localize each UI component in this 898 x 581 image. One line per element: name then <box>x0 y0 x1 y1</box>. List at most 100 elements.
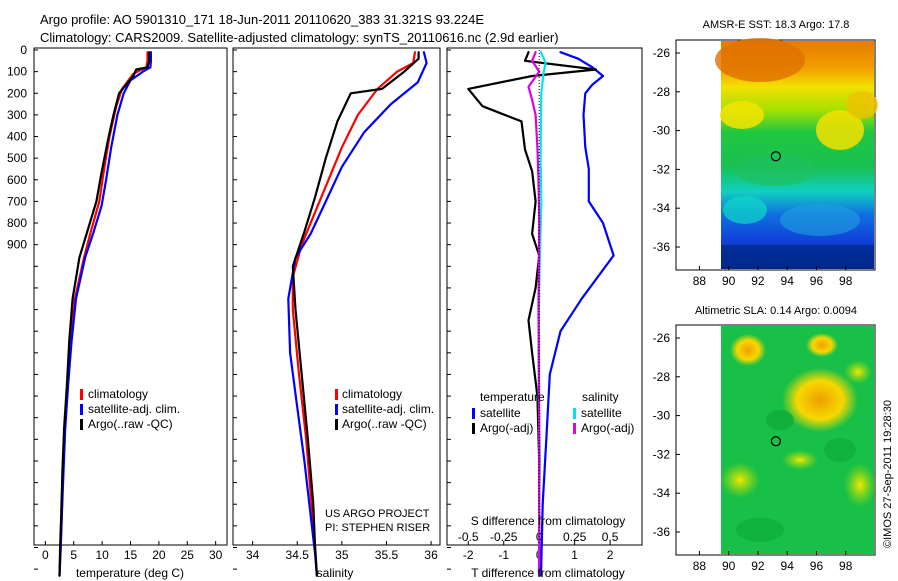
depth-tick-label: 600 <box>7 173 27 187</box>
lon-tick-label: 90 <box>722 559 736 573</box>
difference-xlabel: T difference from climatology <box>471 566 625 580</box>
salinity-xlabel: salinity <box>317 566 354 580</box>
lat-tick-label: -30 <box>653 124 671 138</box>
legend-swatch <box>335 404 338 415</box>
series-line <box>291 51 420 577</box>
legend-label: satellite <box>480 406 521 420</box>
salinity-x-ticks: 34 34.5 35 35.5 36 <box>246 541 438 562</box>
legend-swatch <box>335 389 338 400</box>
lat-tick-label: -36 <box>653 525 671 539</box>
x-tick-label: 1 <box>571 548 578 562</box>
legend-swatch <box>573 408 576 419</box>
lat-tick-label: -30 <box>653 409 671 423</box>
legend-title-temperature: temperature <box>480 390 545 404</box>
x-tick-label: 30 <box>209 548 223 562</box>
pi-note: PI: STEPHEN RISER <box>325 522 430 534</box>
series-line <box>467 51 598 577</box>
lon-tick-label: 94 <box>781 274 795 288</box>
legend-label: Argo(-adj) <box>581 421 634 435</box>
difference-y-ticks <box>447 49 451 570</box>
salinity-series <box>287 51 428 577</box>
x-tick-label: 35.5 <box>375 548 399 562</box>
legend-label: Argo(..raw -QC) <box>342 417 427 431</box>
lat-tick-label: -32 <box>653 162 671 176</box>
lat-tick-label: -32 <box>653 447 671 461</box>
depth-tick-label: 400 <box>7 130 27 144</box>
lat-tick-label: -28 <box>653 370 671 384</box>
legend-label: climatology <box>88 387 148 401</box>
sst-map: AMSR-E SST: 18.3 Argo: 17.8 88 90 92 94 96 98… <box>653 19 878 288</box>
legend-title-salinity: salinity <box>582 390 619 404</box>
lon-tick-label: 98 <box>839 559 853 573</box>
salinity-y-ticks <box>233 49 237 570</box>
series-line <box>539 51 615 577</box>
legend-swatch <box>573 423 576 434</box>
legend-swatch <box>80 419 83 430</box>
series-line <box>58 51 149 577</box>
series-line <box>527 51 541 577</box>
depth-tick-label: 200 <box>7 86 27 100</box>
x-tick-label: -2 <box>463 548 474 562</box>
x-tick-label: 20 <box>152 548 166 562</box>
s-tick-label: -0.5 <box>458 530 479 544</box>
lon-tick-label: 88 <box>693 274 707 288</box>
sst-map-title: AMSR-E SST: 18.3 Argo: 17.8 <box>703 19 850 31</box>
legend-label: Argo(..raw -QC) <box>88 417 173 431</box>
lon-tick-label: 88 <box>693 559 707 573</box>
x-tick-label: 15 <box>124 548 138 562</box>
legend-swatch <box>80 404 83 415</box>
depth-tick-label: 300 <box>7 108 27 122</box>
legend-swatch <box>335 419 338 430</box>
lat-tick-label: -34 <box>653 486 671 500</box>
legend-swatch <box>472 423 475 434</box>
sst-color-field <box>715 38 878 269</box>
x-tick-label: 25 <box>181 548 195 562</box>
lat-tick-label: -36 <box>653 240 671 254</box>
lon-tick-label: 92 <box>751 274 765 288</box>
legend-swatch <box>80 389 83 400</box>
sla-map: Altimetric SLA: 0.14 Argo: 0.0094 88 90 92… <box>653 305 876 573</box>
depth-tick-label: 700 <box>7 194 27 208</box>
legend-label: climatology <box>342 387 402 401</box>
x-tick-label: 35 <box>335 548 349 562</box>
lon-tick-label: 90 <box>722 274 736 288</box>
project-note: US ARGO PROJECT <box>325 508 430 520</box>
sst-argo-position-marker <box>770 151 781 162</box>
sla-color-field <box>720 326 876 554</box>
x-tick-label: 2 <box>607 548 614 562</box>
x-tick-label: 36 <box>424 548 438 562</box>
lon-tick-label: 92 <box>751 559 765 573</box>
sla-argo-position-marker <box>770 436 781 447</box>
difference-series <box>467 50 615 577</box>
salinity-panel: 34 34.5 35 35.5 36 climatologysatellite-adj.… <box>232 47 441 580</box>
legend-label: Argo(-adj) <box>480 421 533 435</box>
sst-map-ticks: 88 90 92 94 96 98 -26 -28 -30 -32 -34 -36 <box>653 46 853 288</box>
x-tick-label: 0 <box>42 548 49 562</box>
x-tick-label: 34.5 <box>286 548 310 562</box>
s-tick-label: -0.25 <box>490 530 518 544</box>
depth-axis: 0 100 200 300 400 500 600 700 800 900 <box>7 43 38 570</box>
x-tick-label: -1 <box>498 548 509 562</box>
difference-top-xlabel: S difference from climatology <box>471 514 626 528</box>
s-tick-label: 0.25 <box>563 530 587 544</box>
depth-tick-label: 800 <box>7 216 27 230</box>
depth-tick-label: 0 <box>20 43 27 57</box>
depth-tick-label: 900 <box>7 238 27 252</box>
legend-label: satellite <box>581 406 622 420</box>
legend-label: satellite-adj. clim. <box>342 402 434 416</box>
lon-tick-label: 96 <box>810 274 824 288</box>
lon-tick-label: 98 <box>839 274 853 288</box>
lat-tick-label: -28 <box>653 85 671 99</box>
series-line <box>58 51 151 577</box>
header-line-1: Argo profile: AO 5901310_171 18-Jun-2011… <box>40 12 484 27</box>
lat-tick-label: -26 <box>653 46 671 60</box>
legend-swatch <box>472 408 475 419</box>
series-line <box>287 51 428 577</box>
lon-tick-label: 96 <box>810 559 824 573</box>
legend-label: satellite-adj. clim. <box>88 402 180 416</box>
difference-legend: temperature salinitysatelliteArgo(-adj)sa… <box>472 390 634 435</box>
